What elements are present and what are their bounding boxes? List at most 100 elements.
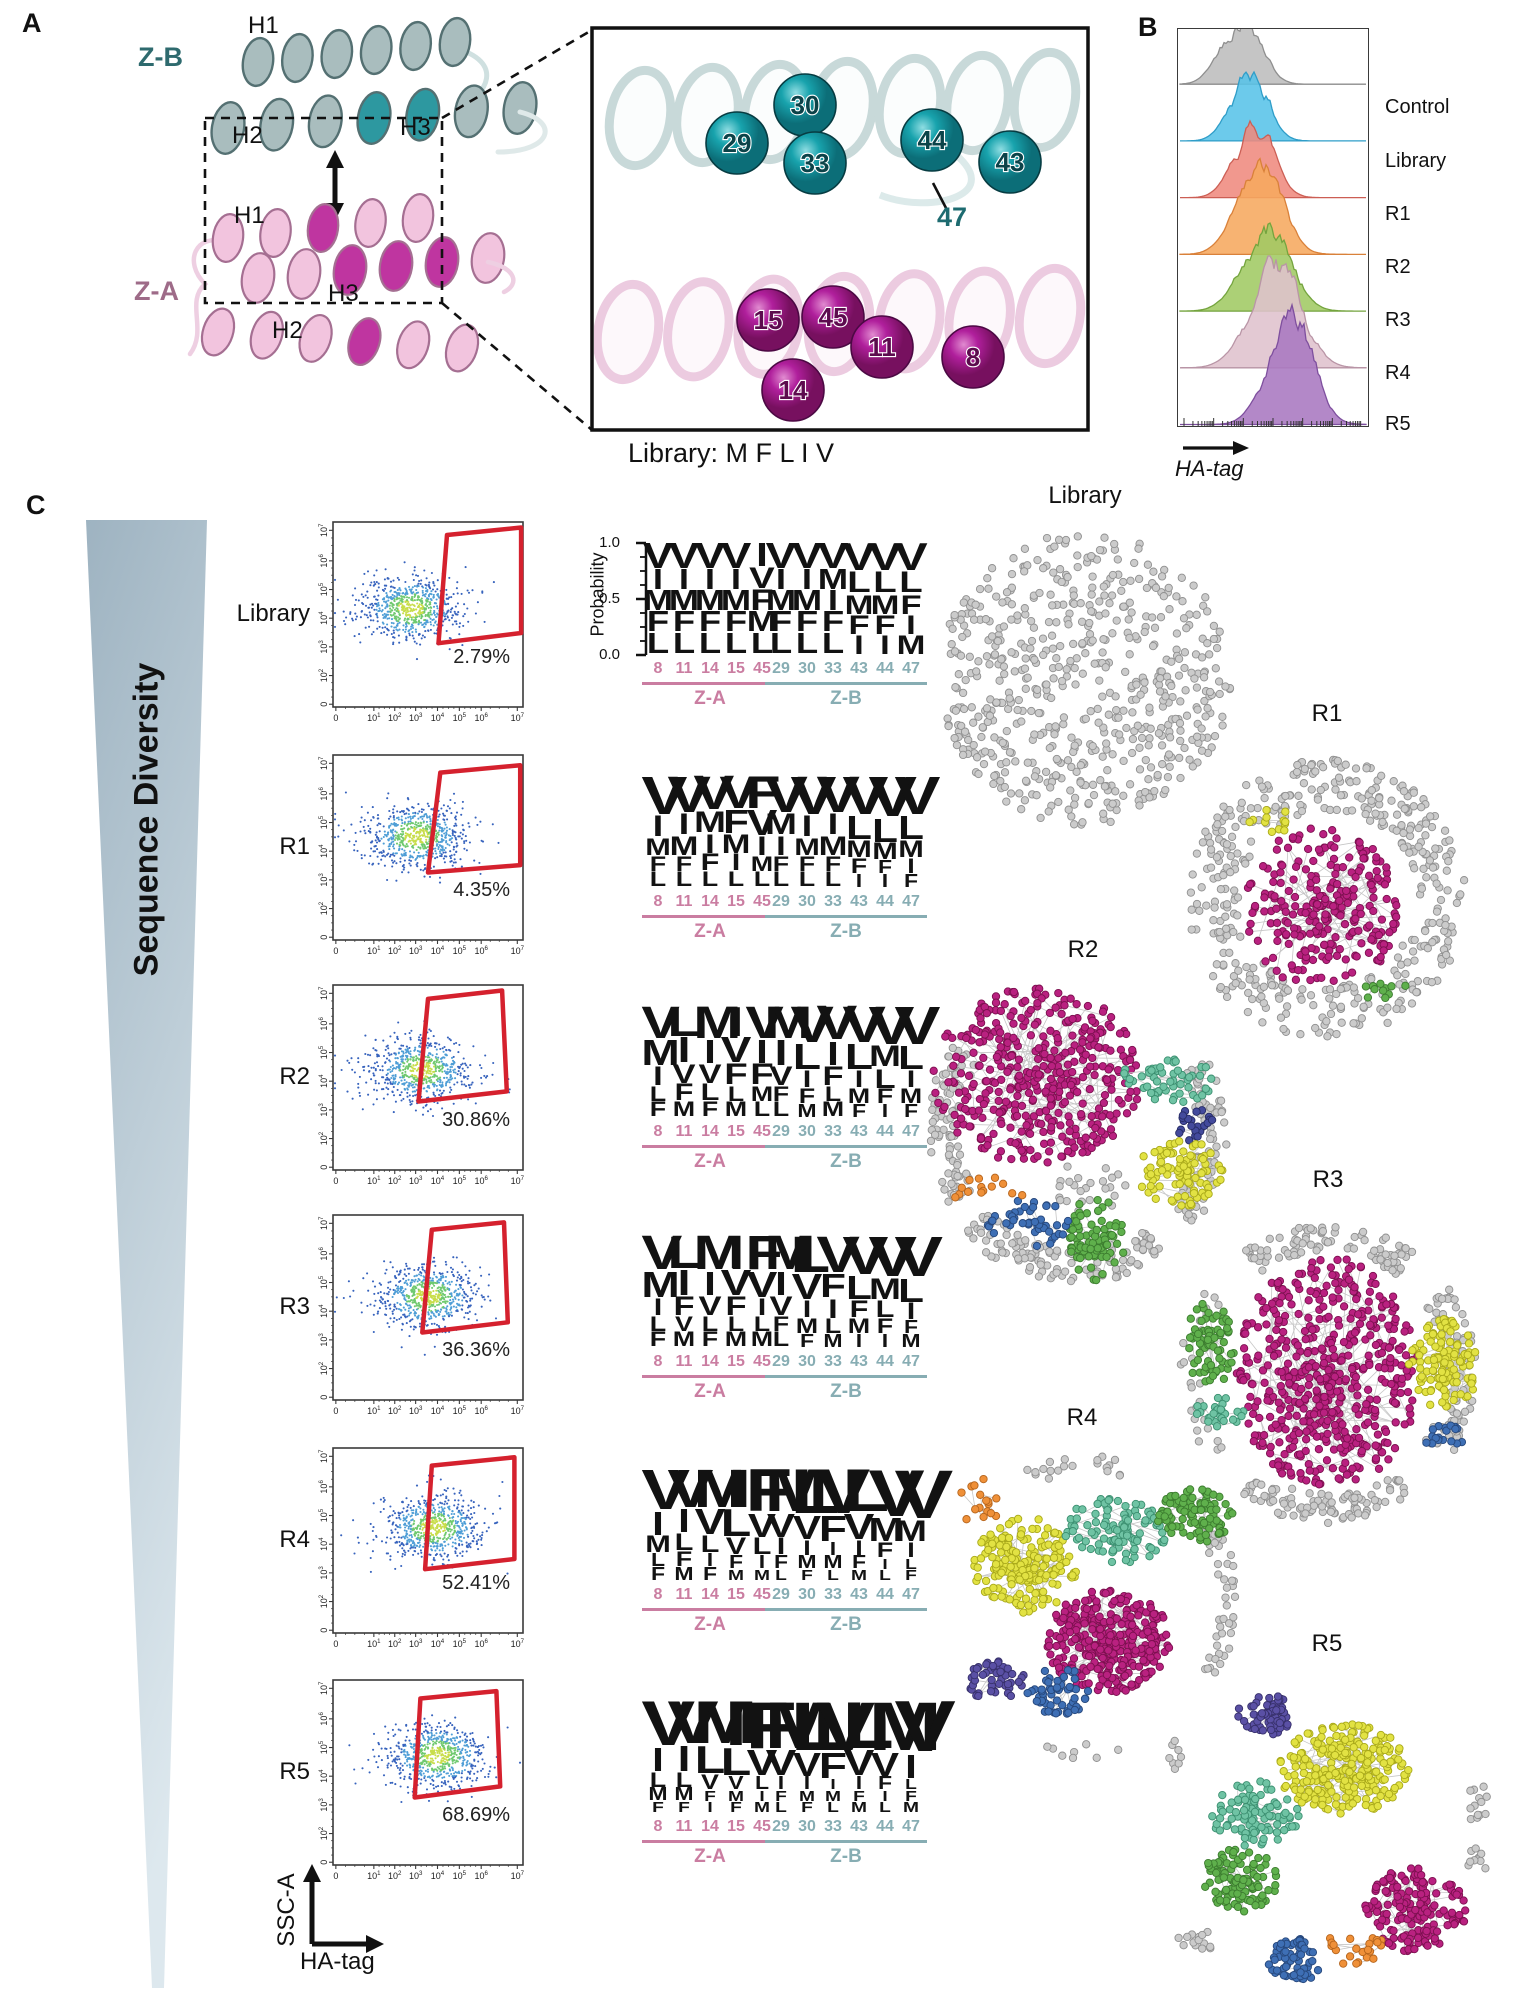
logo-letter: I [881,1330,889,1351]
hist-label-control: Control [1385,96,1450,118]
logo-letter: L [898,1271,924,1309]
logo-letter: M [817,563,849,596]
cluster-teal [1061,1494,1169,1567]
logo-letter: F [775,1787,787,1805]
svg-text:33: 33 [801,148,830,178]
cluster-orange [1325,1934,1386,1968]
seq-logo-r4: V I M L F 8 V I L F M 11 M V L I F 14 I L V F M 15 F V L I M 45 Z-A M V I… [560,1448,990,1643]
logo-letter: I [881,1100,889,1121]
net-title-r4: R4 [1066,1404,1098,1431]
svg-text:0: 0 [333,1639,338,1649]
gate-percent-r1: 4.35% [453,879,510,901]
cluster-green [1154,1485,1237,1546]
logo-letter: M [823,1330,843,1351]
logo-letter: I [907,1538,915,1562]
logo-letter: I [854,1065,864,1093]
logo-letter: V [817,535,849,576]
logo-position: 30 [798,660,816,677]
svg-text:102: 102 [388,1405,402,1416]
svg-text:107: 107 [318,1681,329,1695]
logo-letter: F [725,1291,747,1322]
flow-plot-r1: 0 102 103 104 105 106 107 0 101 102 103 104 105 106 10… [313,753,528,976]
svg-text:106: 106 [318,554,329,568]
svg-text:106: 106 [474,945,488,956]
logo-letter: L [646,627,670,660]
logo-letter: L [844,1036,874,1078]
network-graph [1165,1692,1491,1984]
logo-letter: M [872,838,898,866]
svg-text:105: 105 [453,945,467,956]
logo-letter: M [869,1272,901,1306]
za-structure-label: Z-A [134,276,179,306]
svg-text:104: 104 [431,1870,445,1881]
net-title-r5: R5 [1311,1630,1343,1657]
logo-letter: I [802,1065,812,1093]
logo-letter: M [791,585,823,618]
svg-text:104: 104 [431,1638,445,1649]
cluster-gray [1043,1740,1123,1763]
logo-letter: L [847,566,871,600]
logo-position: 8 [653,1123,663,1140]
logo-letter: V [792,1745,822,1783]
svg-text:102: 102 [388,945,402,956]
svg-text:47: 47 [937,202,967,232]
svg-text:104: 104 [431,712,445,723]
logo-letter: L [769,627,793,660]
svg-text:104: 104 [431,1405,445,1416]
logo-position: 33 [824,1586,842,1603]
svg-text:106: 106 [318,1712,329,1726]
seq-logo-r5: V I L M F 8 V I L M F 11 M L V F I 14 I L V M F 15 F V L I M 45 Z-A M V I… [560,1680,990,1875]
svg-text:106: 106 [318,1480,329,1494]
logo-letter: L [821,627,845,660]
logo-letter: M [869,1040,901,1074]
logo-letter: V [701,1770,719,1794]
zb-h2-label: H2 [232,122,263,149]
logo-letter: I [758,1552,766,1573]
logo-letter: F [750,1058,774,1092]
logo-position: 33 [824,660,842,677]
logo-position: 11 [675,1818,693,1835]
probability-tick: 1.0 [599,534,620,551]
logo-letter: F [903,1317,919,1338]
logo-letter: M [846,835,872,863]
logo-group-underline [765,1608,927,1611]
logo-position: 14 [701,1818,719,1835]
row-label-r2: R2 [279,1063,310,1090]
zb-h3-label: H3 [400,114,431,141]
cluster-orange [951,1173,1027,1202]
net-title-r2: R2 [1067,936,1099,963]
logo-letter: I [907,854,915,878]
logo-letter: I [827,1034,839,1072]
logo-position: 29 [772,893,790,910]
logo-letter: F [745,1227,783,1280]
svg-text:104: 104 [431,1175,445,1186]
logo-letter: V [747,1506,777,1544]
logo-letter: I [855,870,863,891]
seq-logo-library: V I M F L 8 V I M F L 11 V I M F L 14 V I M F L 15 I V F M L 45 Z-A V I M… [560,522,990,717]
svg-text:30: 30 [791,90,820,120]
svg-text:105: 105 [318,1045,329,1059]
logo-position: 47 [902,1586,920,1603]
seq-logo-r1: V I M F L 8 V I M F L 11 V M I F L 14 V F M I L 15 F V I M L 45 Z-A V M I… [560,755,990,950]
probability-tick: 0.0 [599,646,620,663]
logo-letter: M [821,1098,845,1122]
logo-letter: M [641,1031,680,1073]
logo-letter: F [728,1552,744,1573]
cluster-green [1065,1195,1128,1285]
logo-letter: F [848,609,870,640]
svg-text:104: 104 [318,1304,329,1318]
svg-text:105: 105 [453,1175,467,1186]
logo-position: 30 [798,1586,816,1603]
logo-letter: V [720,1261,752,1303]
logo-letter: M [870,589,900,620]
logo-letter: V [791,1266,823,1308]
logo-letter: F [652,1798,664,1816]
logo-letter: M [750,1328,774,1352]
svg-text:0: 0 [319,702,329,707]
logo-letter: F [795,606,819,639]
svg-text:103: 103 [318,1566,329,1580]
logo-position: 8 [653,1586,663,1603]
cluster-gray [1174,1927,1215,1953]
logo-position: 44 [876,1123,894,1140]
logo-letter: F [877,1773,893,1794]
